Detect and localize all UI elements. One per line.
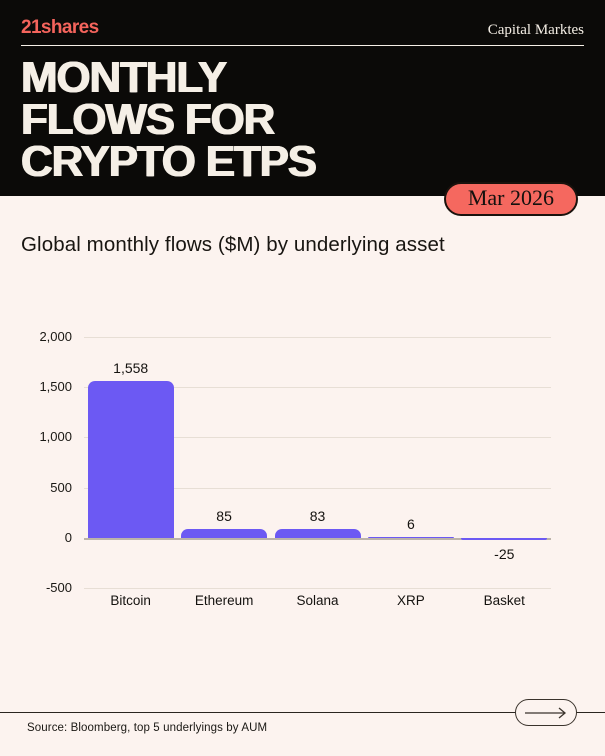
y-tick-label: 2,000 xyxy=(39,329,72,344)
date-badge: Mar 2026 xyxy=(443,182,578,216)
y-tick-label: 0 xyxy=(64,529,72,545)
y-tick-label: 500 xyxy=(50,479,72,495)
footer-divider xyxy=(0,712,605,713)
bar-ethereum xyxy=(181,529,268,538)
x-tick-label-bitcoin: Bitcoin xyxy=(110,593,151,608)
y-axis: 2,000 1,500 1,000 500 0 -500 xyxy=(0,329,72,595)
page-title-line-2: FLOWS FOR xyxy=(21,95,275,144)
x-tick-label-solana: Solana xyxy=(296,593,339,608)
gridline xyxy=(84,487,551,489)
department-label: Capital Marktes xyxy=(487,22,584,38)
gridline xyxy=(84,337,551,338)
x-tick-label-basket: Basket xyxy=(483,593,525,608)
bar-bitcoin xyxy=(87,381,174,538)
gridline xyxy=(84,437,551,439)
source-note: Source: Bloomberg, top 5 underlyings by … xyxy=(27,722,268,734)
bar-xrp xyxy=(367,536,454,538)
zero-axis-line xyxy=(84,537,551,540)
value-label-xrp: 6 xyxy=(406,515,415,532)
x-axis: Bitcoin Ethereum Solana XRP Basket xyxy=(84,593,551,611)
value-label-solana: 83 xyxy=(309,508,326,525)
brand-logo: 21shares xyxy=(21,17,99,38)
bar-chart: 2,000 1,500 1,000 500 0 -500 1,558 85 83 6 -25 Bi… xyxy=(0,329,605,612)
x-tick-label-ethereum: Ethereum xyxy=(194,593,254,608)
bar-basket xyxy=(461,537,548,541)
arrow-right-icon xyxy=(525,707,567,718)
plot-area: 1,558 85 83 6 -25 xyxy=(84,337,551,589)
next-arrow-button[interactable] xyxy=(515,699,577,726)
gridline xyxy=(84,588,551,589)
value-label-basket: -25 xyxy=(494,546,515,563)
page-title: MONTHLY FLOWS FOR CRYPTO ETPS xyxy=(21,53,584,186)
value-label-bitcoin: 1,558 xyxy=(113,360,149,377)
chart-subtitle: Global monthly flows ($M) by underlying … xyxy=(21,233,445,256)
header-top-row: 21shares Capital Marktes xyxy=(21,17,584,46)
page-title-line-3: CRYPTO ETPS xyxy=(21,137,317,186)
y-tick-label: 1,000 xyxy=(39,429,72,445)
bar-solana xyxy=(274,529,361,538)
value-label-ethereum: 85 xyxy=(216,508,232,525)
x-tick-label-xrp: XRP xyxy=(397,593,425,608)
y-tick-label: -500 xyxy=(45,580,72,595)
page-title-line-1: MONTHLY xyxy=(21,53,227,102)
gridline xyxy=(84,387,551,389)
y-tick-label: 1,500 xyxy=(39,379,72,395)
header-banner: 21shares Capital Marktes MONTHLY FLOWS F… xyxy=(0,0,605,196)
